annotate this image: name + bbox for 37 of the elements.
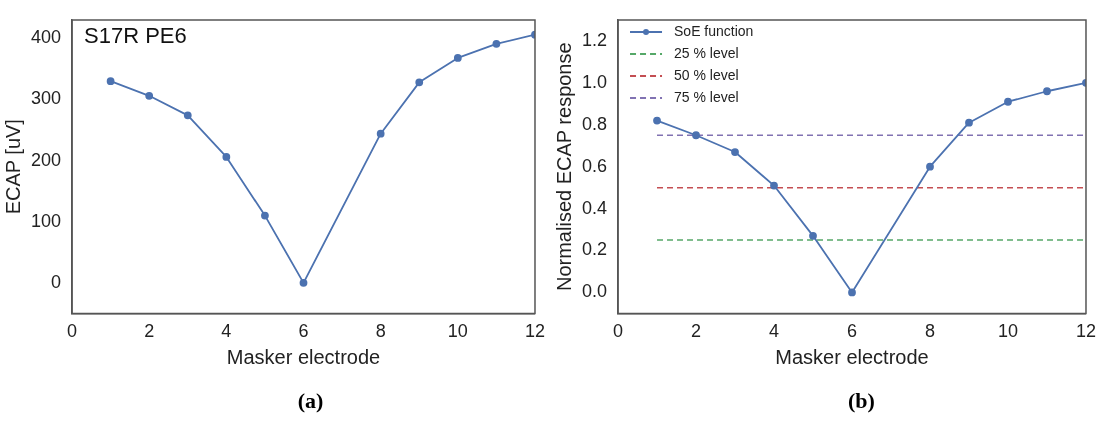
annotation: S17R PE6 (84, 23, 187, 49)
x-tick-label: 10 (997, 321, 1019, 342)
y-tick-label: 100 (30, 210, 62, 231)
y-tick-label: 0.0 (581, 281, 608, 302)
x-tick-label: 12 (1075, 321, 1096, 342)
legend-label: 50 % level (674, 66, 739, 83)
y-tick-label: 0.8 (581, 113, 608, 134)
x-tick-label: 2 (144, 321, 155, 342)
x-tick-label: 2 (691, 321, 702, 342)
x-tick-label: 6 (847, 321, 858, 342)
y-tick-label: 0.4 (581, 197, 608, 218)
x-tick-label: 4 (221, 321, 232, 342)
y-tick-label: 1.2 (581, 29, 608, 50)
x-tick-label: 4 (769, 321, 780, 342)
legend-label: 25 % level (674, 44, 739, 61)
y-tick-label: 300 (30, 88, 62, 109)
x-tick-label: 0 (67, 321, 78, 342)
legend-label: SoE function (674, 22, 754, 39)
x-tick-label: 12 (524, 321, 545, 342)
y-tick-label: 0 (51, 271, 62, 292)
x-tick-label: 6 (298, 321, 309, 342)
x-tick-label: 8 (375, 321, 386, 342)
y-axis-title: Normalised ECAP response (552, 42, 575, 292)
x-tick-label: 0 (613, 321, 624, 342)
y-tick-label: 200 (30, 149, 62, 170)
x-tick-label: 8 (924, 321, 936, 342)
x-axis-title: Masker electrode (775, 345, 929, 368)
x-tick-label: 10 (447, 321, 468, 342)
text: (a) (296, 388, 325, 414)
y-tick-label: 0.2 (581, 239, 608, 260)
y-tick-label: 400 (30, 27, 62, 48)
y-axis-title: ECAP [uV] (1, 119, 24, 215)
legend-label: 75 % level (674, 88, 739, 105)
y-tick-label: 0.6 (581, 155, 608, 176)
x-axis-title: Masker electrode (226, 345, 381, 368)
y-tick-label: 1.0 (581, 71, 608, 92)
text: (b) (847, 388, 876, 414)
